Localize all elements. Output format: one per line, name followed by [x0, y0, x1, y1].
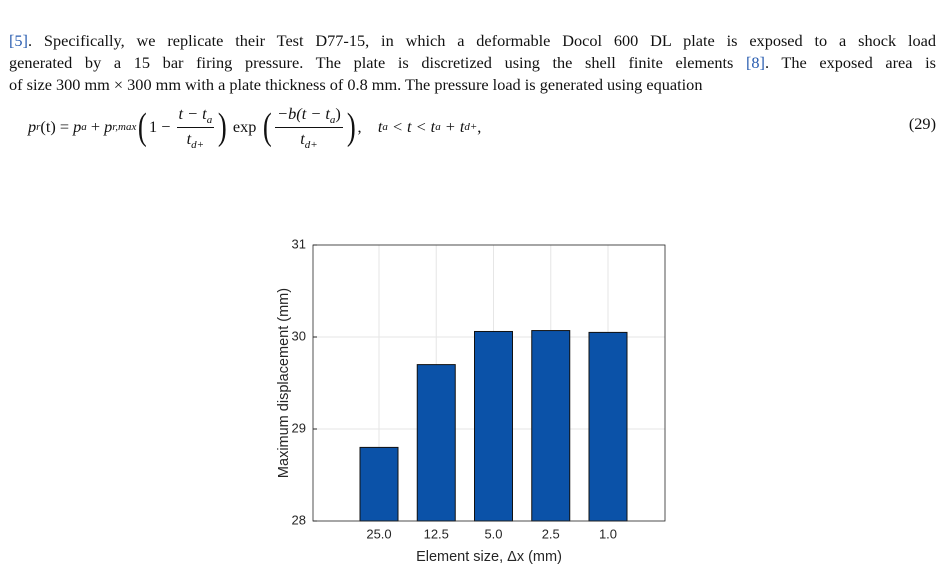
eq-part: )	[346, 106, 356, 148]
eq-part: a	[206, 113, 213, 126]
axes-box	[312, 244, 666, 522]
eq-part: d+	[191, 138, 205, 151]
eq-part: +	[86, 117, 105, 136]
eq-part: d+	[304, 138, 318, 151]
citation[interactable]: [5]	[9, 31, 28, 50]
x-tick-label: 12.5	[424, 526, 449, 541]
bar	[359, 446, 399, 522]
text: of size 300 mm × 300 mm with a plate thi…	[9, 75, 703, 94]
bar	[416, 364, 456, 522]
eq-part: t − t	[178, 103, 207, 123]
eq-part: (	[138, 106, 148, 148]
eq-part: d+	[464, 121, 478, 133]
text-line: [5]. Specifically, we replicate their Te…	[9, 30, 936, 52]
eq-part: )	[335, 103, 341, 123]
eq-part: a	[435, 121, 441, 133]
x-tick-label: 5.0	[484, 526, 502, 541]
eq-part: t	[377, 117, 383, 136]
eq-part: (	[262, 106, 272, 148]
eq-part: t	[186, 128, 192, 148]
y-tick-label: 29	[292, 420, 306, 435]
x-tick-label: 25.0	[366, 526, 391, 541]
bar	[531, 330, 571, 522]
x-tick-label: 1.0	[599, 526, 617, 541]
eq-part: r	[36, 121, 41, 133]
y-tick-label: 28	[292, 512, 306, 527]
text: . Specifically, we replicate their Test …	[27, 31, 936, 50]
eq-part: r,max	[112, 121, 137, 133]
eq-part: ,	[357, 117, 362, 136]
eq-part: a	[81, 121, 87, 133]
paragraph: [5]. Specifically, we replicate their Te…	[9, 30, 936, 96]
text: generated by a 15 bar firing pressure. T…	[9, 53, 746, 72]
citation[interactable]: [8]	[746, 53, 765, 72]
eq-part: + t	[440, 117, 465, 136]
y-tick-label: 31	[292, 236, 306, 251]
eq-part: −b(t − t	[277, 103, 330, 123]
text-line: of size 300 mm × 300 mm with a plate thi…	[9, 74, 936, 96]
equation-number: (29)	[908, 114, 936, 133]
eq-part: (t) =	[40, 117, 74, 136]
fraction: −b(t − ta) td+	[275, 104, 343, 151]
x-axis-label: Element size, Δx (mm)	[416, 549, 562, 565]
eq-part: < t < t	[387, 117, 436, 136]
eq-part: exp	[232, 117, 257, 136]
eq-part: 1 −	[149, 117, 175, 136]
eq-part: p	[28, 117, 37, 136]
x-tick-label: 2.5	[542, 526, 560, 541]
bar	[588, 331, 628, 522]
fraction: t − ta td+	[176, 103, 215, 151]
y-axis-label: Maximum displacement (mm)	[276, 288, 292, 478]
eq-part: t	[300, 128, 305, 148]
eq-part: a	[329, 113, 336, 126]
text-line: generated by a 15 bar firing pressure. T…	[9, 52, 936, 74]
eq-part: p	[104, 117, 113, 136]
eq-part: ,	[477, 117, 482, 136]
text: . The exposed area is	[764, 53, 937, 72]
eq-part: )	[218, 106, 227, 148]
eq-part: p	[73, 117, 82, 136]
bar	[474, 330, 513, 522]
eq-part: a	[382, 121, 388, 133]
y-tick-label: 30	[292, 328, 306, 343]
